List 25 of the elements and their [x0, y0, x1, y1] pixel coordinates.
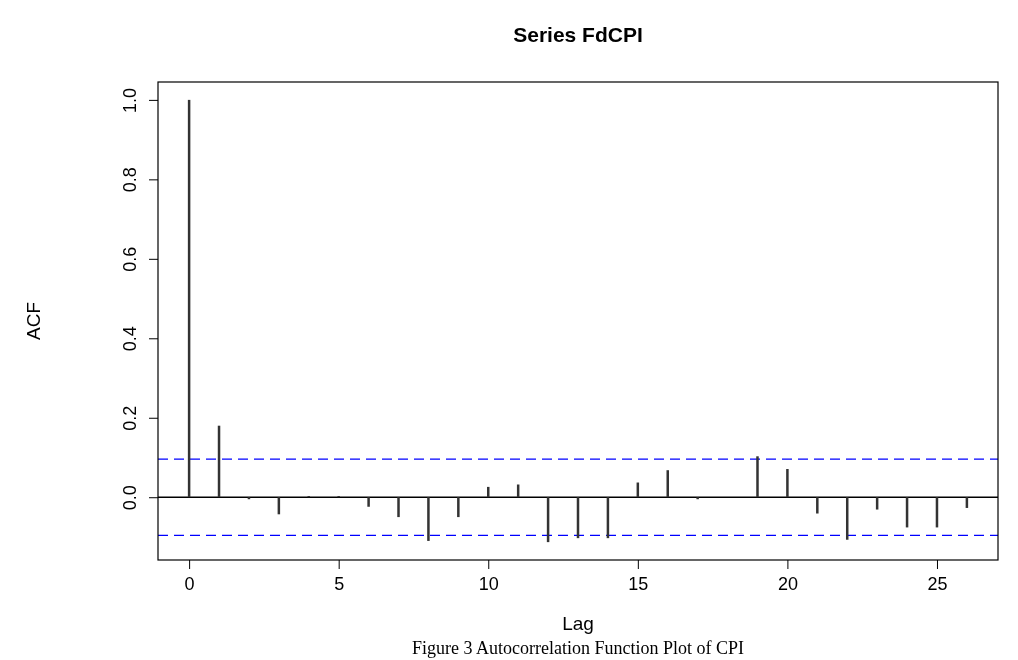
bar — [786, 469, 789, 498]
x-tick-label: 15 — [628, 573, 649, 594]
y-tick-label: 0.6 — [120, 246, 140, 272]
x-tick-label: 25 — [927, 573, 948, 594]
x-tick-label: 0 — [184, 573, 195, 594]
bar — [666, 470, 669, 498]
bar — [427, 497, 430, 541]
bar — [457, 497, 460, 518]
bar — [756, 456, 759, 498]
chart-title: Series FdCPI — [513, 23, 643, 46]
x-axis-title: Lag — [562, 613, 594, 634]
y-tick-label: 0.4 — [120, 326, 140, 352]
y-tick-label: 0.2 — [120, 405, 140, 431]
bar — [397, 497, 400, 518]
x-tick-label: 20 — [777, 573, 798, 594]
y-tick-label: 0.8 — [120, 167, 140, 193]
y-tick-label: 0.0 — [120, 485, 140, 511]
x-tick-label: 5 — [334, 573, 345, 594]
caption: Figure 3 Autocorrelation Function Plot of CPI — [412, 638, 744, 658]
bar — [367, 497, 370, 507]
bar — [816, 497, 819, 514]
x-tick-label: 10 — [478, 573, 499, 594]
y-tick-label: 1.0 — [120, 87, 140, 113]
y-axis-title: ACF — [23, 302, 44, 340]
bar — [487, 486, 490, 498]
